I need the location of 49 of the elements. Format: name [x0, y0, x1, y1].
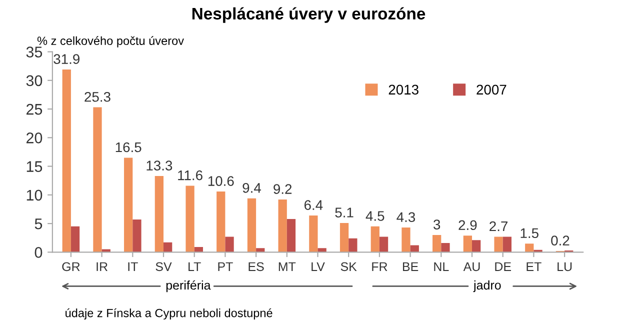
- x-tick-label: ET: [526, 262, 542, 271]
- x-tick-label: FR: [372, 262, 388, 271]
- x-tick-label: PT: [218, 262, 233, 271]
- x-tick-label: IR: [96, 262, 108, 271]
- data-label: 9.2: [274, 184, 292, 194]
- x-tick-label: SK: [340, 262, 357, 272]
- y-tick-label: 5: [34, 218, 42, 230]
- legend-label: 2013: [388, 84, 418, 95]
- y-tick-label: 25: [26, 104, 42, 115]
- data-label: 25.3: [84, 92, 110, 102]
- y-tick-label: 30: [26, 75, 42, 86]
- text: jadro: [473, 280, 501, 292]
- legend-label: 2007: [476, 84, 506, 95]
- x-tick-label: LV: [312, 262, 325, 271]
- chart-title: Nesplácané úvery v eurozóne: [192, 7, 426, 23]
- data-label: 5.1: [335, 208, 354, 218]
- data-label: 4.5: [366, 211, 384, 221]
- y-axis-title: % z celkového počtu úverov: [37, 36, 184, 48]
- y-tick-label: 20: [26, 132, 42, 144]
- x-tick-label: BE: [402, 262, 418, 271]
- x-tick-label: ES: [248, 262, 264, 272]
- data-label: 2.9: [458, 220, 477, 230]
- data-label: 31.9: [54, 54, 80, 64]
- data-label: 6.4: [304, 200, 323, 210]
- x-tick-label: AU: [463, 262, 480, 272]
- y-tick-label: 10: [26, 190, 42, 201]
- data-label: 9.4: [242, 182, 261, 193]
- x-tick-label: MT: [278, 262, 296, 271]
- data-label: 11.6: [178, 170, 202, 180]
- x-tick-label: LT: [188, 262, 201, 271]
- y-tick-label: 35: [26, 46, 42, 58]
- data-label: 4.3: [396, 212, 416, 222]
- x-tick-label: GR: [62, 262, 80, 272]
- text: údaje z Fínska a Cypru neboli dostupné: [66, 308, 272, 320]
- x-tick-label: NL: [434, 262, 449, 271]
- data-label: 16.5: [116, 142, 142, 152]
- x-tick-label: IT: [128, 262, 138, 271]
- data-label: 13.3: [146, 160, 172, 170]
- data-label: 1.5: [520, 228, 538, 238]
- data-label: 3: [434, 220, 440, 230]
- data-label: 10.6: [208, 176, 234, 186]
- data-label: 0.2: [551, 236, 570, 246]
- x-tick-label: SV: [156, 262, 172, 272]
- y-tick-label: 0: [34, 247, 42, 258]
- x-tick-label: LU: [558, 262, 572, 272]
- x-tick-label: DE: [495, 262, 511, 271]
- y-tick-label: 15: [26, 161, 42, 172]
- data-label: 2.7: [490, 221, 508, 232]
- text: periféria: [166, 280, 211, 292]
